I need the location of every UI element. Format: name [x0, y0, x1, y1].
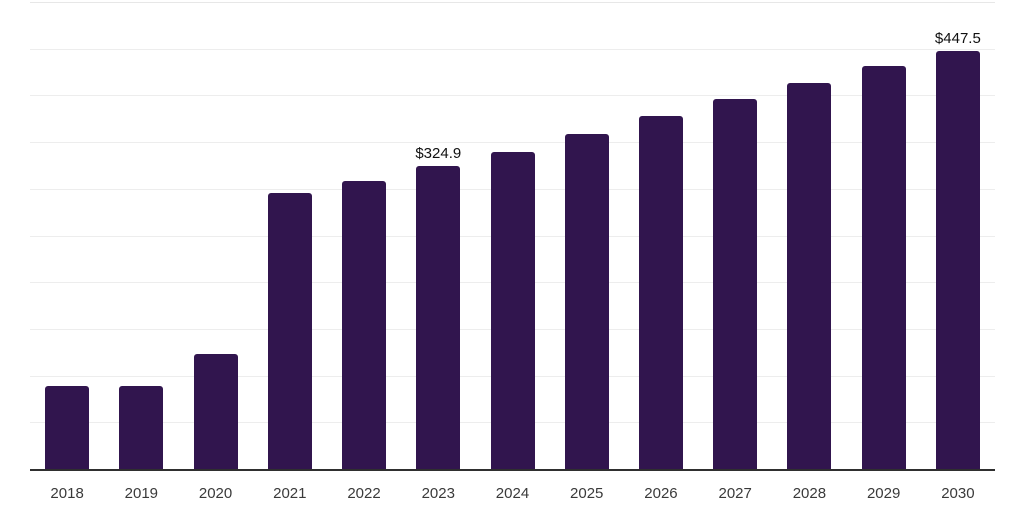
x-tick-label-2020: 2020 — [198, 485, 233, 502]
bar-2022[interactable] — [342, 180, 387, 469]
x-tick-label-2025: 2025 — [570, 485, 604, 502]
data-label-2023: $324.9 — [415, 144, 462, 162]
x-tick-label-2018: 2018 — [50, 485, 84, 502]
bar-2019[interactable] — [119, 386, 164, 469]
x-tick-label-2030: 2030 — [941, 485, 975, 502]
x-tick-label-2026: 2026 — [644, 485, 678, 502]
bar-2026[interactable] — [638, 116, 683, 469]
bar-2018[interactable] — [45, 385, 90, 469]
gridline-500 — [30, 2, 995, 3]
gridline-400 — [30, 95, 995, 97]
bar-2030[interactable] — [935, 51, 980, 469]
bar-2025[interactable] — [564, 134, 609, 469]
x-tick-label-2028: 2028 — [792, 485, 827, 502]
x-tick-label-2027: 2027 — [718, 485, 752, 502]
bar-2021[interactable] — [267, 193, 312, 469]
bar-2027[interactable] — [713, 99, 758, 469]
bar-2020[interactable] — [193, 354, 238, 469]
gridline-450 — [30, 48, 995, 50]
bar-2028[interactable] — [787, 82, 832, 469]
x-tick-label-2023: 2023 — [421, 485, 455, 502]
data-label-2030: $447.5 — [934, 30, 981, 48]
bar-2029[interactable] — [861, 66, 906, 469]
gridline-350 — [30, 142, 995, 144]
bar-2023[interactable] — [416, 165, 461, 469]
x-tick-label-2024: 2024 — [495, 485, 530, 502]
x-tick-label-2029: 2029 — [866, 485, 901, 502]
bar-2024[interactable] — [490, 151, 535, 469]
x-tick-label-2021: 2021 — [273, 485, 307, 502]
x-axis-line — [30, 469, 995, 471]
x-tick-label-2022: 2022 — [347, 485, 381, 502]
x-tick-label-2019: 2019 — [124, 485, 159, 502]
